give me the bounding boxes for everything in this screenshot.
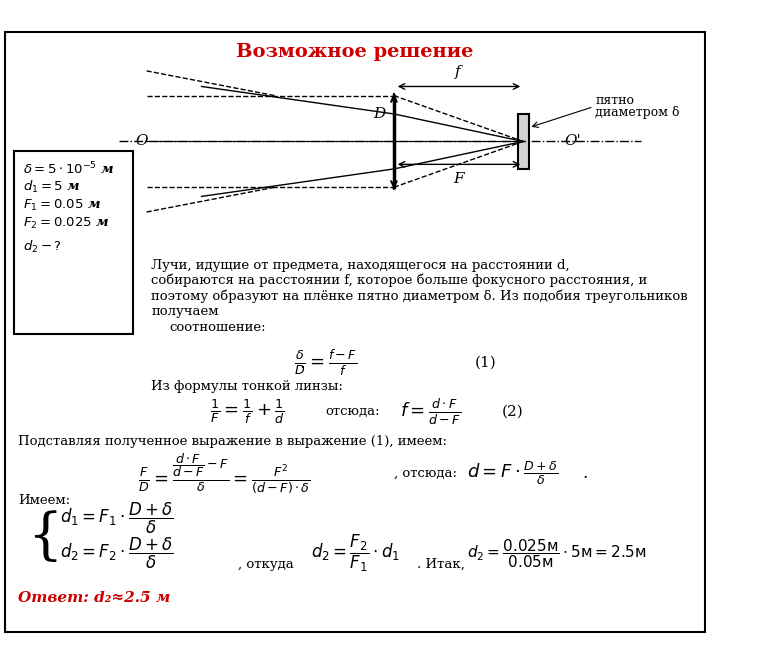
Text: отсюда:: отсюда: <box>326 405 380 418</box>
Text: O: O <box>136 134 148 149</box>
Text: $F_1 = 0.05$ м: $F_1 = 0.05$ м <box>23 198 101 213</box>
Text: $d_2 = \dfrac{0.025\text{м}}{0.05\text{м}} \cdot 5\text{м} = 2.5\text{м}$: $d_2 = \dfrac{0.025\text{м}}{0.05\text{м… <box>467 537 647 570</box>
Text: $d_2 = \dfrac{F_2}{F_1} \cdot d_1$: $d_2 = \dfrac{F_2}{F_1} \cdot d_1$ <box>312 533 401 574</box>
Text: $\frac{F}{D} = \frac{\dfrac{d \cdot F}{d - F} - F}{\delta} = \frac{F^2}{(d - F) : $\frac{F}{D} = \frac{\dfrac{d \cdot F}{d… <box>138 451 311 495</box>
Text: $f = \frac{d \cdot F}{d - F}$: $f = \frac{d \cdot F}{d - F}$ <box>400 397 461 426</box>
Text: (2): (2) <box>502 404 524 419</box>
Text: Ответ: d₂≈2.5 м: Ответ: d₂≈2.5 м <box>19 591 170 605</box>
Text: $d_1 = 5$ м: $d_1 = 5$ м <box>23 179 81 195</box>
Text: $\delta = 5 \cdot 10^{-5}$ м: $\delta = 5 \cdot 10^{-5}$ м <box>23 161 115 177</box>
Text: собираются на расстоянии f, которое больше фокусного расстояния, и: собираются на расстоянии f, которое боль… <box>151 274 647 288</box>
Text: Подставляя полученное выражение в выражение (1), имеем:: Подставляя полученное выражение в выраже… <box>19 436 447 448</box>
Text: диаметром δ: диаметром δ <box>595 106 680 119</box>
Text: F: F <box>453 172 463 186</box>
Text: $\frac{\delta}{D} = \frac{f - F}{f}$: $\frac{\delta}{D} = \frac{f - F}{f}$ <box>294 349 357 378</box>
Text: O': O' <box>564 134 581 149</box>
Text: $\frac{1}{F} = \frac{1}{f} + \frac{1}{d}$: $\frac{1}{F} = \frac{1}{f} + \frac{1}{d}… <box>210 398 284 426</box>
Text: (1): (1) <box>474 356 497 370</box>
Text: Лучи, идущие от предмета, находящегося на расстоянии d,: Лучи, идущие от предмета, находящегося н… <box>151 258 570 272</box>
Text: $d_2 = F_2 \cdot \dfrac{D + \delta}{\delta}$: $d_2 = F_2 \cdot \dfrac{D + \delta}{\del… <box>60 536 173 571</box>
Text: $d = F \cdot \frac{D + \delta}{\delta}$: $d = F \cdot \frac{D + \delta}{\delta}$ <box>467 459 559 487</box>
Text: , откуда: , откуда <box>238 558 294 571</box>
Text: Из формулы тонкой линзы:: Из формулы тонкой линзы: <box>151 380 343 394</box>
Bar <box>14 151 133 334</box>
Text: {: { <box>27 510 63 564</box>
Text: пятно: пятно <box>595 94 635 107</box>
Text: получаем: получаем <box>151 305 219 318</box>
Text: f: f <box>455 65 461 79</box>
Text: $F_2 = 0.025$ м: $F_2 = 0.025$ м <box>23 216 109 232</box>
Text: Возможное решение: Возможное решение <box>236 42 474 60</box>
Text: .: . <box>299 354 305 372</box>
Text: Имеем:: Имеем: <box>19 494 71 507</box>
Text: , отсюда:: , отсюда: <box>394 467 457 479</box>
Text: D: D <box>374 107 386 121</box>
Bar <box>518 114 529 169</box>
Text: . Итак,: . Итак, <box>417 558 465 571</box>
Text: $d_1 = F_1 \cdot \dfrac{D + \delta}{\delta}$: $d_1 = F_1 \cdot \dfrac{D + \delta}{\del… <box>60 501 173 537</box>
Text: $d_2 - ?$: $d_2 - ?$ <box>23 239 62 255</box>
Text: .: . <box>583 465 588 481</box>
Text: поэтому образуют на плёнке пятно диаметром δ. Из подобия треугольников: поэтому образуют на плёнке пятно диаметр… <box>151 290 687 303</box>
Text: соотношение:: соотношение: <box>170 321 266 334</box>
